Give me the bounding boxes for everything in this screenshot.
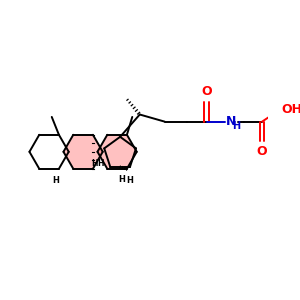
Text: H: H bbox=[52, 176, 59, 185]
Text: N: N bbox=[225, 115, 236, 128]
Text: O: O bbox=[257, 145, 267, 158]
Text: H: H bbox=[126, 176, 133, 185]
Text: OH: OH bbox=[282, 103, 300, 116]
Text: H: H bbox=[232, 121, 241, 131]
Polygon shape bbox=[98, 135, 137, 169]
Text: H: H bbox=[92, 159, 98, 168]
Polygon shape bbox=[64, 135, 103, 169]
Text: H: H bbox=[118, 175, 125, 184]
Text: H: H bbox=[97, 159, 103, 168]
Text: O: O bbox=[201, 85, 212, 98]
